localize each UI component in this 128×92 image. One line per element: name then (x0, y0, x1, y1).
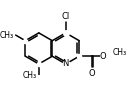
Text: O: O (100, 52, 106, 61)
Text: N: N (63, 60, 69, 69)
Text: Cl: Cl (62, 12, 70, 21)
Text: CH₃: CH₃ (113, 48, 127, 57)
Text: O: O (89, 69, 95, 78)
Text: CH₃: CH₃ (0, 31, 14, 40)
Text: CH₃: CH₃ (23, 71, 37, 80)
